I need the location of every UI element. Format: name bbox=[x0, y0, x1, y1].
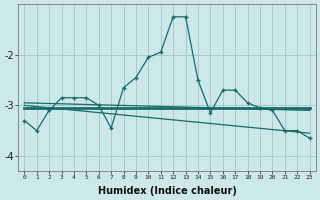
X-axis label: Humidex (Indice chaleur): Humidex (Indice chaleur) bbox=[98, 186, 236, 196]
